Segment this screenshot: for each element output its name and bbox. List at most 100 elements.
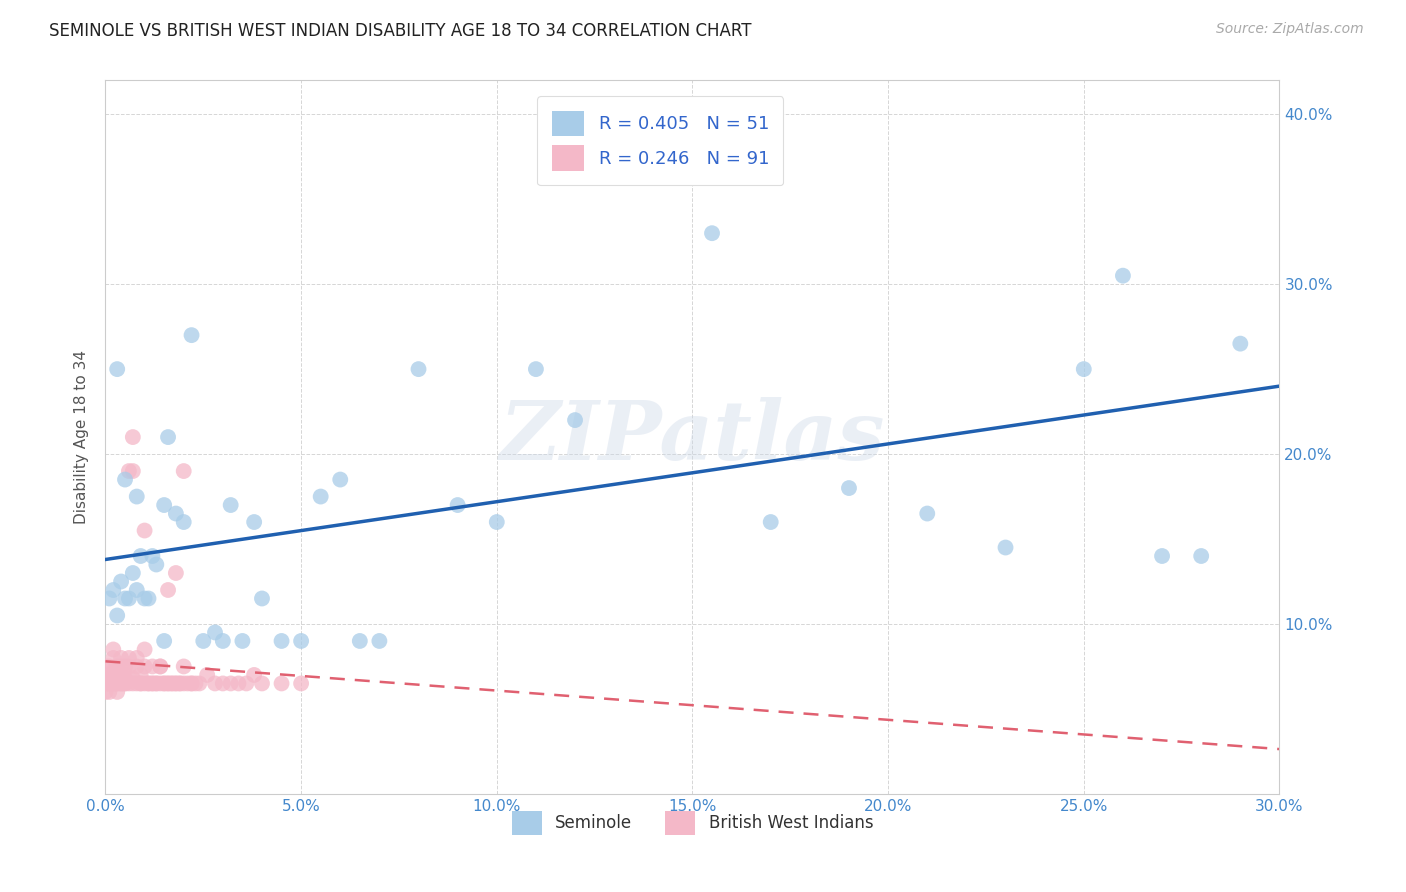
Point: [103, 651, 125, 665]
Text: SEMINOLE VS BRITISH WEST INDIAN DISABILITY AGE 18 TO 34 CORRELATION CHART: SEMINOLE VS BRITISH WEST INDIAN DISABILI…: [49, 22, 752, 40]
Point: [118, 651, 141, 665]
Point: [118, 591, 141, 606]
Point: [165, 507, 187, 521]
Point: [524, 362, 547, 376]
Point: [153, 676, 176, 690]
Point: [759, 515, 782, 529]
Point: [1112, 268, 1135, 283]
Point: [149, 659, 172, 673]
Point: [121, 430, 143, 444]
Point: [195, 668, 218, 682]
Point: [103, 676, 125, 690]
Point: [193, 634, 215, 648]
Point: [250, 591, 273, 606]
Point: [145, 676, 167, 690]
Point: [160, 676, 183, 690]
Point: [169, 676, 191, 690]
Point: [173, 464, 195, 478]
Point: [94, 671, 117, 685]
Point: [643, 141, 665, 155]
Point: [105, 659, 128, 673]
Point: [110, 676, 132, 690]
Point: [180, 676, 202, 690]
Point: [165, 676, 187, 690]
Point: [485, 515, 508, 529]
Point: [141, 549, 163, 563]
Point: [138, 591, 160, 606]
Point: [114, 473, 136, 487]
Point: [105, 608, 128, 623]
Point: [110, 574, 132, 589]
Point: [141, 659, 163, 673]
Point: [114, 659, 136, 673]
Point: [141, 676, 163, 690]
Point: [121, 671, 143, 685]
Y-axis label: Disability Age 18 to 34: Disability Age 18 to 34: [75, 350, 90, 524]
Text: ZIPatlas: ZIPatlas: [499, 397, 886, 477]
Point: [1189, 549, 1212, 563]
Point: [1152, 549, 1174, 563]
Point: [157, 430, 180, 444]
Point: [129, 676, 152, 690]
Point: [118, 464, 141, 478]
Point: [700, 226, 723, 240]
Point: [228, 676, 250, 690]
Point: [211, 676, 233, 690]
Point: [121, 676, 143, 690]
Text: Source: ZipAtlas.com: Source: ZipAtlas.com: [1216, 22, 1364, 37]
Legend: Seminole, British West Indians: Seminole, British West Indians: [501, 799, 884, 847]
Point: [408, 362, 430, 376]
Point: [114, 668, 136, 682]
Point: [180, 676, 202, 690]
Point: [105, 668, 128, 682]
Point: [211, 634, 233, 648]
Point: [564, 413, 586, 427]
Point: [98, 591, 121, 606]
Point: [329, 473, 352, 487]
Point: [98, 685, 121, 699]
Point: [204, 676, 226, 690]
Point: [157, 582, 180, 597]
Point: [290, 634, 312, 648]
Point: [105, 685, 128, 699]
Point: [165, 676, 187, 690]
Point: [231, 634, 253, 648]
Point: [169, 676, 191, 690]
Point: [103, 665, 125, 679]
Point: [243, 668, 266, 682]
Point: [110, 671, 132, 685]
Point: [250, 676, 273, 690]
Point: [153, 634, 176, 648]
Point: [141, 676, 163, 690]
Point: [103, 642, 125, 657]
Point: [368, 634, 391, 648]
Point: [121, 464, 143, 478]
Point: [125, 651, 148, 665]
Point: [138, 676, 160, 690]
Point: [138, 676, 160, 690]
Point: [134, 591, 156, 606]
Point: [917, 507, 939, 521]
Point: [129, 668, 152, 682]
Point: [176, 676, 198, 690]
Point: [114, 676, 136, 690]
Point: [98, 676, 121, 690]
Point: [270, 676, 292, 690]
Point: [103, 671, 125, 685]
Point: [129, 676, 152, 690]
Point: [94, 676, 117, 690]
Point: [125, 582, 148, 597]
Point: [134, 524, 156, 538]
Point: [145, 558, 167, 572]
Point: [103, 582, 125, 597]
Point: [125, 659, 148, 673]
Point: [110, 651, 132, 665]
Point: [110, 676, 132, 690]
Point: [134, 659, 156, 673]
Point: [173, 659, 195, 673]
Point: [188, 676, 211, 690]
Point: [153, 498, 176, 512]
Point: [1073, 362, 1095, 376]
Point: [118, 659, 141, 673]
Point: [270, 634, 292, 648]
